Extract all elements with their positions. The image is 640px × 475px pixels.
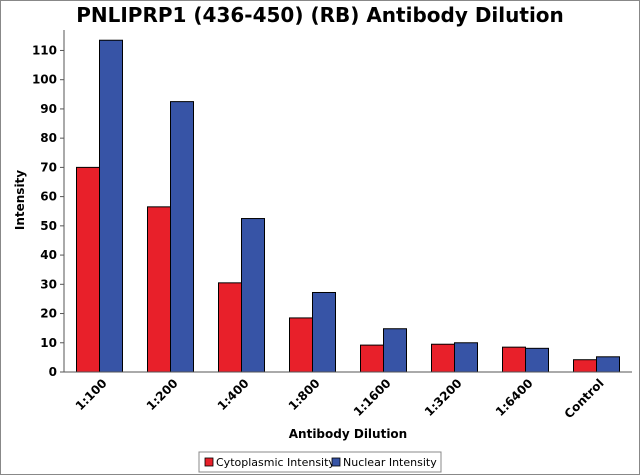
bar-cytoplasmic bbox=[360, 344, 384, 373]
bar-cytoplasmic bbox=[218, 282, 242, 373]
y-tick-label: 60 bbox=[40, 190, 57, 204]
bar-cytoplasmic bbox=[76, 166, 100, 373]
bar-nuclear bbox=[454, 342, 478, 373]
y-tick-label: 90 bbox=[40, 102, 57, 116]
y-tick-label: 80 bbox=[40, 131, 57, 145]
bar-nuclear bbox=[312, 291, 336, 373]
bar-nuclear bbox=[596, 356, 620, 373]
bar-nuclear bbox=[241, 218, 265, 373]
y-tick-label: 0 bbox=[49, 365, 57, 379]
legend-swatch bbox=[331, 457, 341, 467]
y-tick-label: 50 bbox=[40, 219, 57, 233]
legend-label: Cytoplasmic Intensity bbox=[216, 456, 335, 469]
bar-cytoplasmic bbox=[289, 317, 313, 373]
y-axis-label: Intensity bbox=[13, 170, 27, 230]
legend: Cytoplasmic Intensity Nuclear Intensity bbox=[198, 451, 442, 473]
legend-label: Nuclear Intensity bbox=[343, 456, 437, 469]
bar-nuclear bbox=[383, 328, 407, 373]
x-axis-label: Antibody Dilution bbox=[289, 427, 407, 441]
legend-box bbox=[198, 451, 442, 473]
bar-cytoplasmic bbox=[573, 359, 597, 373]
bar-cytoplasmic bbox=[431, 343, 455, 373]
legend-swatch bbox=[204, 457, 214, 467]
bar-nuclear bbox=[525, 347, 549, 373]
bar-nuclear bbox=[170, 101, 194, 373]
y-tick-label: 100 bbox=[32, 73, 57, 87]
bar-cytoplasmic bbox=[147, 206, 171, 373]
chart-title: PNLIPRP1 (436-450) (RB) Antibody Dilutio… bbox=[76, 3, 564, 27]
y-tick-label: 20 bbox=[40, 307, 57, 321]
bar-cytoplasmic bbox=[502, 346, 526, 373]
y-tick-label: 70 bbox=[40, 160, 57, 174]
y-tick-label: 10 bbox=[40, 336, 57, 350]
bar-nuclear bbox=[99, 39, 123, 373]
y-tick-label: 110 bbox=[32, 43, 57, 57]
y-tick-label: 40 bbox=[40, 248, 57, 262]
y-tick-label: 30 bbox=[40, 277, 57, 291]
